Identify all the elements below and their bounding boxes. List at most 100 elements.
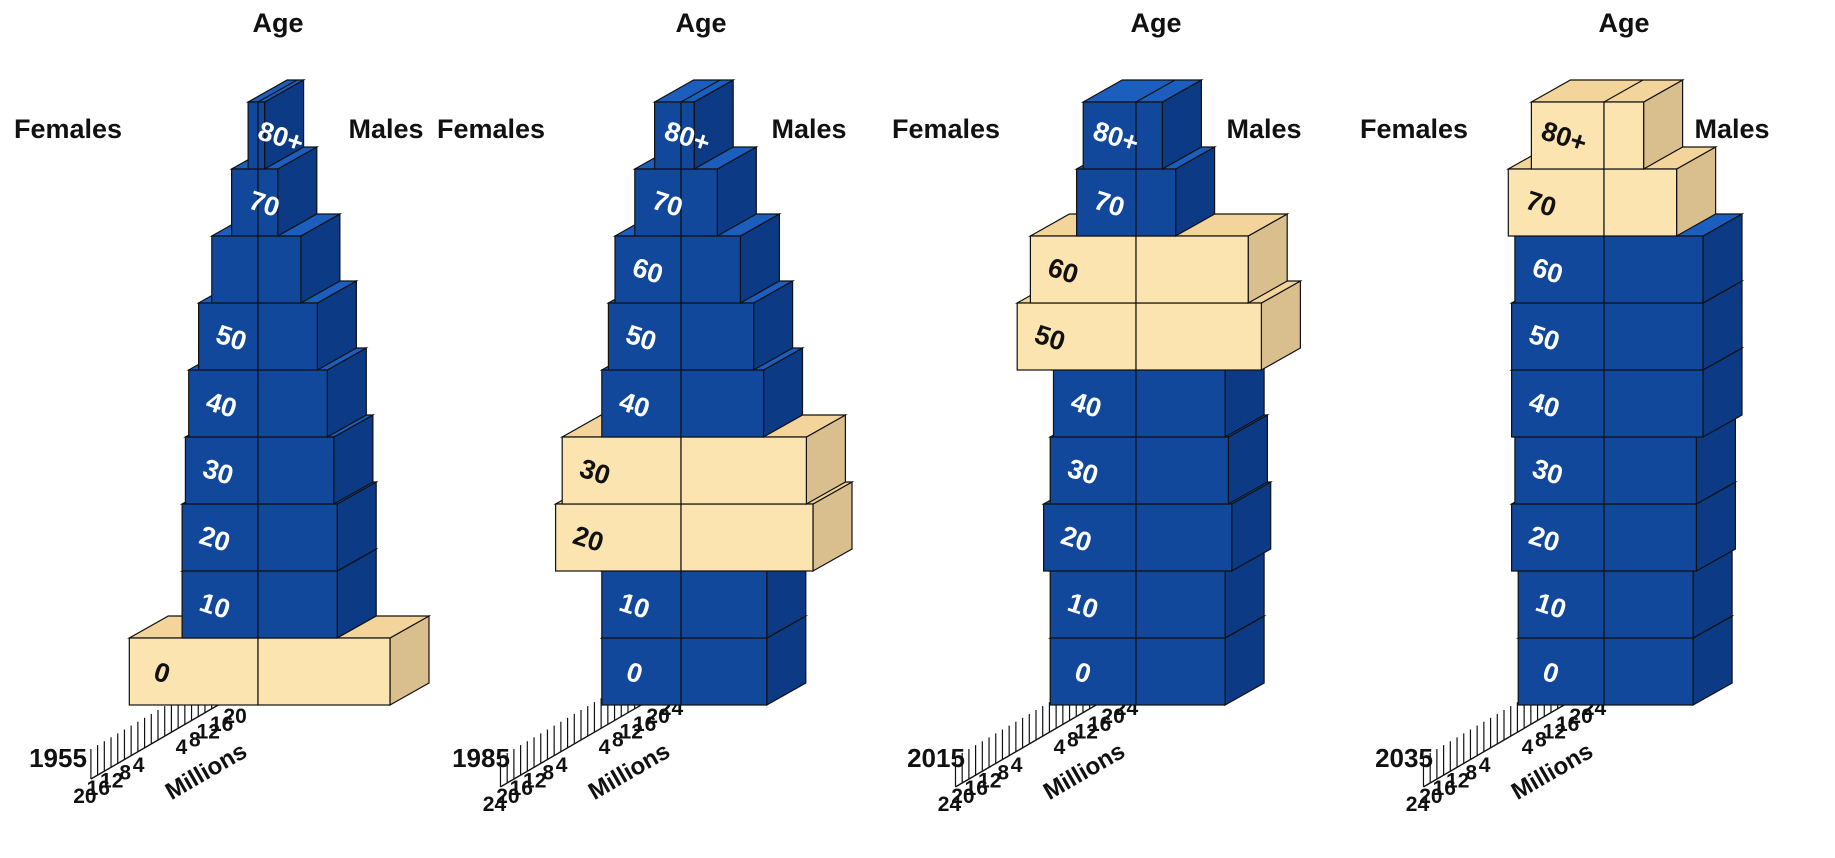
bar-males	[257, 570, 338, 639]
bar-females	[1517, 637, 1605, 706]
tick-label-females: 12	[978, 769, 1001, 792]
tick-label-males: 12	[197, 721, 220, 744]
tick-label-females: 12	[100, 769, 123, 792]
bar-females	[1042, 503, 1137, 572]
bar-females	[1029, 235, 1137, 304]
tick-label-females: 20	[73, 785, 96, 808]
tick-label-males: 8	[1535, 728, 1547, 751]
bar-females	[634, 168, 682, 237]
tick-label-females: 8	[1465, 762, 1477, 785]
bar-females	[1507, 168, 1605, 237]
bar-males	[257, 235, 302, 304]
bar-males	[1603, 302, 1704, 371]
males-label: Males	[1694, 114, 1769, 144]
bar-females	[181, 570, 259, 639]
tick-label-males: 16	[633, 713, 656, 736]
bar-males	[1135, 101, 1163, 170]
bar-males	[257, 302, 319, 371]
bar-females	[601, 637, 682, 706]
bar-divider	[1135, 79, 1176, 103]
bar-females	[601, 369, 682, 438]
females-label: Females	[14, 114, 122, 144]
bar-males	[680, 168, 718, 237]
bar-males	[1135, 436, 1230, 505]
males-label: Males	[1226, 114, 1301, 144]
bar-males	[680, 637, 768, 706]
bar-females	[607, 302, 682, 371]
bar-males	[1603, 369, 1704, 438]
tick-label-females: 24	[483, 793, 507, 816]
bar-males	[680, 436, 808, 505]
bar-males	[1603, 168, 1678, 237]
tick-label-females: 12	[523, 769, 546, 792]
bar-females	[561, 436, 682, 505]
bar-females	[1075, 168, 1137, 237]
bar-females	[198, 302, 259, 371]
bar-males	[1135, 235, 1249, 304]
tick-label-females: 4	[133, 754, 145, 777]
year-label: 2035	[1375, 743, 1433, 773]
bar-divider	[680, 79, 721, 103]
bar-males	[1135, 570, 1226, 639]
tick-label-females: 24	[938, 793, 962, 816]
males-label: Males	[771, 114, 846, 144]
bar-females	[1517, 570, 1605, 639]
age-axis-title: Age	[1598, 8, 1649, 38]
tick-label-females: 16	[965, 777, 988, 800]
bar-females	[554, 503, 682, 572]
axis-unit-label: Millions	[584, 737, 675, 805]
females-label: Females	[892, 114, 1000, 144]
tick-label-females: 20	[496, 785, 519, 808]
bar-females	[181, 503, 259, 572]
bar-males	[1603, 436, 1698, 505]
bar-females	[614, 235, 682, 304]
bar-males	[1135, 637, 1226, 706]
tick-label-males: 8	[189, 728, 201, 751]
bar-females	[601, 570, 682, 639]
tick-label-females: 4	[1479, 754, 1491, 777]
bar-females	[1049, 637, 1137, 706]
males-label: Males	[348, 114, 423, 144]
tick-label-males: 4	[1522, 736, 1534, 759]
bar-females	[653, 101, 682, 170]
bar-males	[680, 369, 765, 438]
tick-label-males: 20	[1101, 705, 1124, 728]
bar-males	[1603, 503, 1698, 572]
axis-unit-label: Millions	[1507, 737, 1598, 805]
bar-males	[257, 101, 266, 170]
tick-label-males: 20	[223, 705, 246, 728]
axis-unit-label: Millions	[1039, 737, 1130, 805]
bar-males	[257, 503, 338, 572]
tick-label-males: 12	[620, 721, 643, 744]
bar-males	[680, 302, 755, 371]
tick-label-females: 12	[1446, 769, 1469, 792]
age-block-80+: 80+	[652, 78, 736, 171]
tick-label-males: 12	[1543, 721, 1566, 744]
bar-females	[188, 369, 259, 438]
bar-females	[1510, 503, 1605, 572]
bar-males	[1603, 570, 1694, 639]
bar-males	[257, 637, 391, 706]
bar-males	[680, 570, 768, 639]
axis-unit-label: Millions	[161, 737, 252, 805]
bar-divider	[257, 79, 298, 103]
age-block-40: 40	[599, 346, 805, 439]
tick-label-females: 16	[87, 777, 110, 800]
bar-females	[1049, 436, 1137, 505]
bar-males	[680, 503, 814, 572]
bar-males	[680, 235, 742, 304]
tick-label-females: 8	[542, 762, 554, 785]
tick-label-females: 4	[1011, 754, 1023, 777]
bar-males	[1135, 369, 1226, 438]
bar-females	[1530, 101, 1605, 170]
age-block-80+: 80+	[245, 78, 307, 171]
bar-males	[257, 369, 328, 438]
bar-males	[1603, 235, 1704, 304]
tick-label-males: 16	[210, 713, 233, 736]
females-label: Females	[1360, 114, 1468, 144]
bar-females	[1510, 302, 1605, 371]
tick-label-females: 24	[1406, 793, 1430, 816]
tick-label-females: 4	[556, 754, 568, 777]
